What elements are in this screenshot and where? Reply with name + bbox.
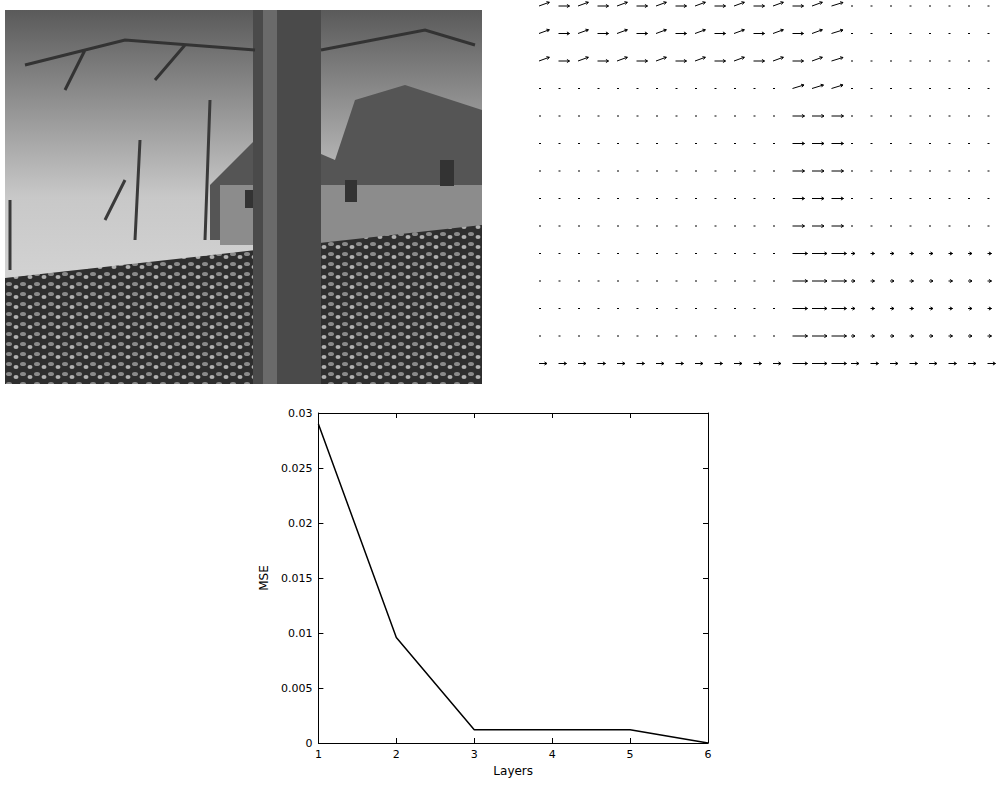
- svg-text:0.005: 0.005: [281, 682, 313, 695]
- svg-text:4: 4: [549, 748, 556, 761]
- svg-text:0: 0: [305, 737, 312, 750]
- svg-text:3: 3: [471, 748, 478, 761]
- svg-text:5: 5: [627, 748, 634, 761]
- svg-text:6: 6: [705, 748, 712, 761]
- svg-text:2: 2: [393, 748, 400, 761]
- svg-text:0.01: 0.01: [288, 627, 313, 640]
- svg-text:Layers: Layers: [493, 764, 533, 778]
- svg-text:MSE: MSE: [257, 565, 271, 591]
- svg-text:1: 1: [315, 748, 322, 761]
- svg-text:0.02: 0.02: [288, 517, 313, 530]
- svg-text:0.015: 0.015: [281, 572, 313, 585]
- svg-text:0.03: 0.03: [288, 407, 313, 420]
- svg-text:0.025: 0.025: [281, 462, 313, 475]
